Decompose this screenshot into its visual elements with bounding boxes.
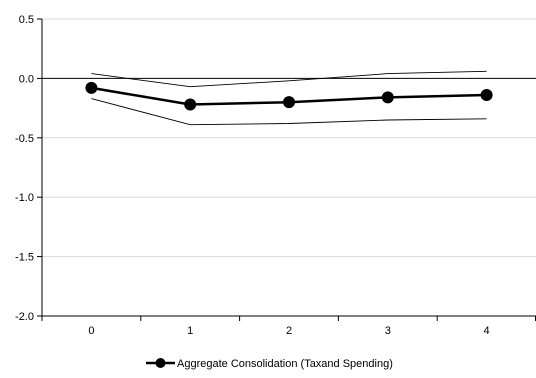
axes <box>37 18 536 321</box>
x-tick-label-2: 2 <box>286 325 292 337</box>
y-tick-label-2: -1.0 <box>15 192 34 204</box>
legend-label: Aggregate Consolidation (Taxand Spending… <box>177 358 393 370</box>
x-tick-label-4: 4 <box>484 325 490 337</box>
data-point-1 <box>184 98 197 111</box>
legend-marker-swatch <box>155 358 166 368</box>
y-tick-label-5: 0.5 <box>19 14 34 26</box>
tick-labels: -2.0 -1.5 -1.0 -0.5 0.0 0.5 0 1 2 3 4 <box>15 14 490 337</box>
data-point-2 <box>283 96 295 109</box>
gridlines <box>42 18 536 317</box>
data-markers <box>85 81 493 111</box>
data-point-3 <box>381 91 394 104</box>
series-line-upper-band <box>91 70 487 88</box>
y-tick-label-4: 0.0 <box>19 73 34 85</box>
y-tick-label-0: -2.0 <box>15 311 34 323</box>
x-tick-label-0: 0 <box>88 325 94 337</box>
x-tick-label-1: 1 <box>187 325 193 337</box>
y-tick-label-1: -1.5 <box>15 252 34 264</box>
data-point-0 <box>85 81 98 94</box>
series-line-lower-band <box>91 98 487 126</box>
legend: Aggregate Consolidation (Taxand Spending… <box>146 358 393 370</box>
y-tick-label-3: -0.5 <box>15 133 34 145</box>
x-tick-label-3: 3 <box>385 325 391 337</box>
data-point-4 <box>480 89 493 102</box>
